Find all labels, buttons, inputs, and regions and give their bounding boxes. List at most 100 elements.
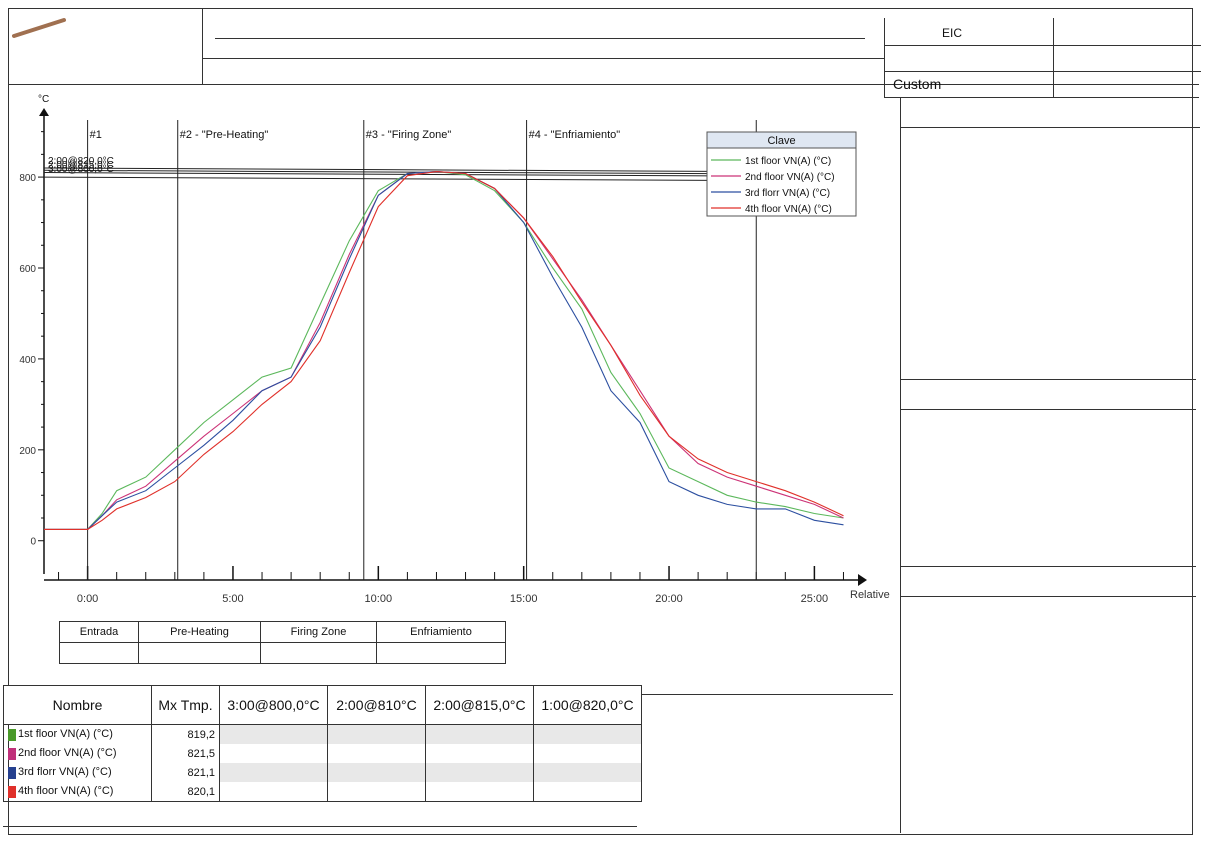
right-panel-divider [900, 127, 1200, 128]
x-tick-label: 25:00 [801, 593, 829, 605]
zone-label: #1 [90, 129, 102, 141]
table-row: 3rd florr VN(A) (°C) 821,1 [3, 763, 642, 782]
header-divider [884, 97, 1199, 98]
right-panel-divider [900, 409, 1196, 410]
threshold-label: 2:00@820,0°C [48, 156, 114, 167]
x-tick-label: 15:00 [510, 593, 538, 605]
legend-title: Clave [767, 135, 795, 147]
zone-label: #3 - "Firing Zone" [366, 129, 452, 141]
row-cell [533, 782, 642, 802]
col-header-t800: 3:00@800,0°C [219, 685, 328, 725]
stats-bottom [3, 826, 637, 827]
legend-entry-4: 4th floor VN(A) (°C) [745, 204, 832, 215]
header-divider [884, 18, 885, 98]
header-divider [202, 58, 884, 59]
row-name-text: 3rd florr VN(A) (°C) [18, 766, 112, 779]
threshold-label: 3:00@800,0°C [48, 164, 114, 175]
row-cell [425, 782, 534, 802]
zone-header-enfriamiento: Enfriamiento [376, 621, 506, 643]
table-row: 4th floor VN(A) (°C) 820,1 [3, 782, 642, 802]
col-header-t820: 1:00@820,0°C [533, 685, 642, 725]
x-axis-label: Relative [850, 589, 890, 601]
right-panel-border [900, 98, 901, 833]
row-cell [327, 744, 426, 763]
row-cell [327, 782, 426, 802]
y-tick-label: 400 [19, 355, 36, 366]
header-divider [884, 71, 1201, 72]
row-name: 1st floor VN(A) (°C) [3, 724, 152, 744]
zone-label: #2 - "Pre-Heating" [180, 129, 269, 141]
row-cell [219, 724, 328, 744]
zone-label: #4 - "Enfriamiento" [529, 129, 621, 141]
table-row: 2nd floor VN(A) (°C) 821,5 [3, 744, 642, 763]
header-divider [202, 9, 203, 84]
row-max: 821,5 [151, 744, 220, 763]
y-axis-arrow [39, 108, 49, 116]
legend-entry-2: 2nd floor VN(A) (°C) [745, 172, 835, 183]
series-line-2 [44, 171, 844, 530]
y-tick-label: 0 [30, 537, 36, 548]
row-name-text: 1st floor VN(A) (°C) [18, 728, 113, 741]
logo-mark [12, 18, 66, 38]
row-cell [327, 763, 426, 782]
row-cell [533, 724, 642, 744]
temperature-chart: °C 0 200 400 600 800 0:00 5:00 10:00 15:00 20:00 25… [19, 94, 890, 605]
row-cell [327, 724, 426, 744]
row-name: 4th floor VN(A) (°C) [3, 782, 152, 802]
eic-label: EIC [942, 26, 963, 40]
x-tick-label: 5:00 [222, 593, 243, 605]
row-cell [219, 763, 328, 782]
legend-entry-1: 1st floor VN(A) (°C) [745, 156, 831, 167]
row-name-text: 4th floor VN(A) (°C) [18, 785, 114, 798]
x-tick-label: 20:00 [655, 593, 683, 605]
header-divider [9, 84, 1199, 85]
y-unit-label: °C [38, 94, 49, 105]
right-panel-divider [900, 566, 1196, 567]
row-cell [533, 763, 642, 782]
legend-header [706, 131, 857, 149]
legend-entry-3: 3rd florr VN(A) (°C) [745, 188, 830, 199]
row-max: 819,2 [151, 724, 220, 744]
row-cell [425, 744, 534, 763]
zone-header-preheating: Pre-Heating [138, 621, 261, 643]
zone-header-firing: Firing Zone [260, 621, 377, 643]
zones-table: Entrada Pre-Heating Firing Zone Enfriami… [59, 621, 506, 664]
col-header-max: Mx Tmp. [151, 685, 220, 725]
row-max: 820,1 [151, 782, 220, 802]
x-axis-arrow [858, 574, 867, 586]
row-cell [219, 744, 328, 763]
col-header-t815: 2:00@815,0°C [425, 685, 534, 725]
header-divider [1053, 18, 1054, 98]
right-panel-divider [900, 379, 1196, 380]
right-panel-divider [900, 596, 1196, 597]
stats-table: Nombre Mx Tmp. 3:00@800,0°C 2:00@810°C 2… [3, 685, 642, 802]
row-cell [219, 782, 328, 802]
zone-header-entrada: Entrada [59, 621, 139, 643]
x-tick-label: 10:00 [365, 593, 393, 605]
color-swatch [8, 785, 16, 798]
zone-cell [59, 642, 139, 664]
y-tick-label: 200 [19, 446, 36, 457]
row-name-text: 2nd floor VN(A) (°C) [18, 747, 117, 760]
row-name: 3rd florr VN(A) (°C) [3, 763, 152, 782]
custom-label: Custom [893, 76, 942, 92]
color-swatch [8, 747, 16, 760]
zone-cell [376, 642, 506, 664]
report-sheet [8, 8, 1193, 835]
row-cell [533, 744, 642, 763]
row-name: 2nd floor VN(A) (°C) [3, 744, 152, 763]
x-tick-label: 0:00 [77, 593, 98, 605]
row-cell [425, 724, 534, 744]
col-header-nombre: Nombre [3, 685, 152, 725]
table-row: 1st floor VN(A) (°C) 819,2 [3, 724, 642, 744]
color-swatch [8, 766, 16, 779]
row-cell [425, 763, 534, 782]
col-header-t810: 2:00@810°C [327, 685, 426, 725]
color-swatch [8, 728, 16, 741]
y-tick-label: 600 [19, 264, 36, 275]
threshold-label: 2:00@815,0°C [48, 160, 114, 171]
series-line-4 [44, 171, 844, 530]
zone-cell [138, 642, 261, 664]
header-rule [215, 38, 865, 39]
row-max: 821,1 [151, 763, 220, 782]
